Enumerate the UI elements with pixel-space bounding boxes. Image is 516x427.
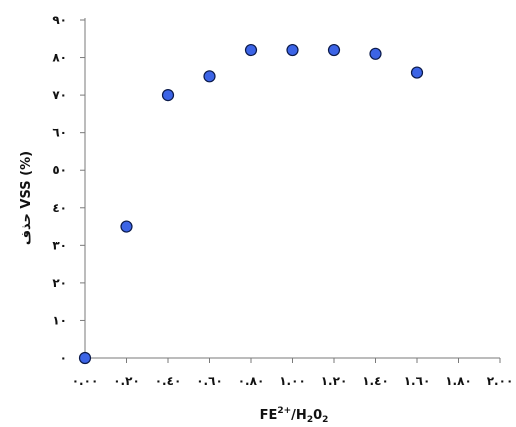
y-tick-label: ٠	[60, 351, 67, 365]
y-tick-label: ٦٠	[52, 126, 67, 140]
data-point	[369, 47, 382, 60]
x-axis-title-sub1: 2	[307, 415, 313, 425]
data-point	[244, 43, 258, 57]
data-point	[78, 351, 92, 365]
x-tick-label: ٠.٦٠	[196, 374, 223, 388]
x-axis-title-superscript: 2+	[277, 406, 291, 416]
x-tick-label: ٢.٠٠	[487, 374, 514, 388]
axes	[84, 18, 500, 359]
x-axis-title-rest: /H	[291, 408, 307, 423]
x-tick-label: ٠.٢٠	[113, 374, 140, 388]
y-axis-title: حذف VSS (%)	[19, 151, 34, 245]
data-point	[286, 43, 299, 57]
data-points	[78, 43, 424, 365]
x-axis-title-mid: 0	[313, 408, 322, 423]
y-tick-label: ٢٠	[52, 276, 67, 290]
x-axis-title-sub2: 2	[322, 415, 328, 425]
x-axis-title: FE2+/H202	[260, 406, 329, 425]
x-tick-label: ١.٨٠	[445, 374, 472, 388]
y-tick-label: ٧٠	[52, 88, 67, 102]
data-point	[161, 89, 175, 102]
y-tick-label: ٨٠	[52, 51, 67, 65]
data-point	[410, 66, 424, 79]
x-axis-ticks: ٠.٠٠ ٠.٢٠ ٠.٤٠ ٠.٦٠ ٠.٨٠ ١.٠٠ ١.٢٠ ١.٤٠ ١.٦٠ ١.٨٠…	[72, 358, 514, 388]
x-axis-title-base: FE	[260, 408, 278, 423]
y-tick-label: ٣٠	[52, 238, 67, 252]
x-tick-label: ١.٠٠	[279, 374, 306, 388]
x-tick-label: ٠.٨٠	[238, 374, 265, 388]
y-tick-label: ٩٠	[52, 13, 67, 27]
data-point	[327, 43, 341, 57]
data-point	[203, 70, 216, 83]
x-tick-label: ١.٤٠	[362, 374, 389, 388]
data-point	[120, 220, 133, 233]
y-tick-label: ١٠	[52, 313, 67, 327]
x-tick-label: ٠.٠٠	[72, 374, 99, 388]
x-tick-label: ٠.٤٠	[155, 374, 182, 388]
y-tick-label: ٥٠	[52, 163, 67, 177]
y-axis-ticks: ٠ ١٠ ٢٠ ٣٠ ٤٠ ٥٠ ٦٠ ٧٠ ٨٠ ٩٠	[52, 13, 85, 365]
x-tick-label: ١.٦٠	[404, 374, 431, 388]
x-tick-label: ١.٢٠	[321, 374, 348, 388]
y-tick-label: ٤٠	[52, 201, 67, 215]
